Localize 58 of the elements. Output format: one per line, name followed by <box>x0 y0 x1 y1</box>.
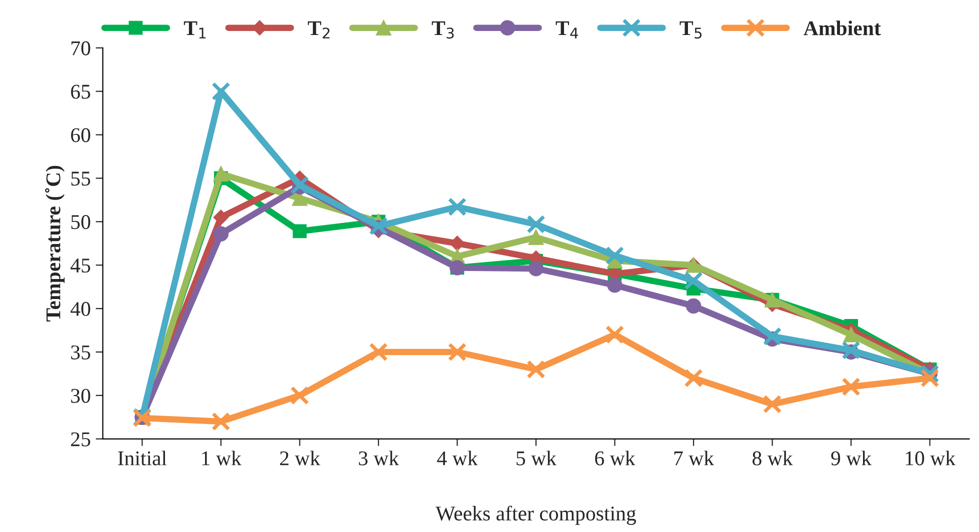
x-tick-label: 4 wk <box>437 450 478 466</box>
x-tick-label: 8 wk <box>752 450 793 466</box>
point <box>607 277 622 293</box>
legend-label: T$_{5}$ <box>680 21 702 39</box>
point <box>605 246 624 265</box>
point <box>213 226 229 242</box>
legend-label: T$_{1}$ <box>184 21 206 38</box>
point <box>448 342 467 362</box>
point <box>212 82 230 101</box>
point <box>684 271 703 290</box>
point <box>605 325 624 344</box>
y-tick-label: 65 <box>71 84 90 99</box>
point <box>526 214 546 234</box>
y-tick-label: 25 <box>71 432 90 446</box>
y-tick-label: 40 <box>70 302 90 316</box>
point <box>842 377 860 396</box>
point <box>290 386 310 405</box>
y-tick-label: 60 <box>71 128 90 142</box>
y-tick-label: 30 <box>71 388 90 403</box>
x-tick-label: 3 wk <box>358 450 400 466</box>
x-tick-label: 6 wk <box>595 450 636 466</box>
point <box>528 260 544 276</box>
point <box>292 224 307 238</box>
point <box>212 412 230 431</box>
point <box>450 236 465 251</box>
x-tick-label: Initial <box>118 450 167 466</box>
point <box>684 368 703 388</box>
y-tick-label: 45 <box>70 258 90 273</box>
x-tick-label: 2 wk <box>280 450 320 466</box>
point <box>290 176 310 195</box>
point <box>843 326 859 342</box>
x-tick-label: 1 wk <box>202 450 242 466</box>
point <box>526 360 546 379</box>
y-tick-label: 70 <box>72 41 90 56</box>
point <box>369 216 388 236</box>
y-axis-title: Temperature (˚C) <box>45 166 65 322</box>
legend-label: T$_{3}$ <box>432 21 454 39</box>
point <box>920 368 940 388</box>
legend-label: T$_{2}$ <box>308 21 330 38</box>
point <box>213 166 229 182</box>
legend-label: T$_{4}$ <box>556 21 578 38</box>
y-tick-label: 50 <box>71 215 90 230</box>
point <box>528 230 544 245</box>
y-tick-label: 35 <box>71 345 90 360</box>
point <box>369 342 388 362</box>
point <box>842 340 860 360</box>
point <box>762 394 782 414</box>
x-tick-label: 10 wk <box>906 450 956 466</box>
x-tick-label: 9 wk <box>831 450 872 466</box>
point <box>448 198 467 216</box>
legend-label: Ambient <box>804 20 881 36</box>
x-axis-title: Weeks after composting <box>436 506 636 525</box>
y-tick-label: 55 <box>71 172 90 186</box>
point <box>213 210 229 225</box>
point <box>762 326 782 346</box>
x-tick-label: 7 wk <box>674 450 714 466</box>
x-tick-label: 5 wk <box>516 450 557 466</box>
point <box>686 298 702 314</box>
